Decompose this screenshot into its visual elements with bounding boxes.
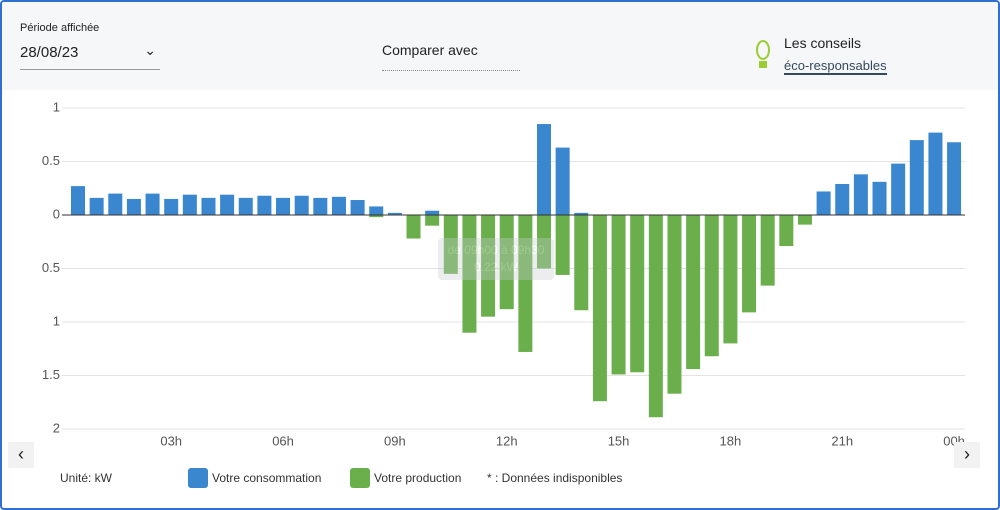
bar [555, 215, 570, 275]
bar [667, 215, 682, 394]
bar [462, 215, 477, 333]
bar [126, 198, 141, 215]
bar [220, 194, 235, 215]
bar [742, 215, 757, 313]
bar [909, 140, 924, 215]
bar [238, 197, 253, 215]
bar [89, 197, 104, 215]
bar [760, 215, 775, 286]
bar [313, 197, 328, 215]
bar [425, 215, 440, 226]
bar [369, 215, 384, 218]
bar [71, 186, 85, 215]
bulb-icon [756, 40, 770, 68]
bar [406, 215, 421, 239]
unit-label: Unité: kW [60, 471, 113, 485]
bar [853, 174, 868, 215]
bar [257, 195, 272, 215]
bar [443, 215, 458, 274]
bar [369, 206, 384, 215]
y-tick-label: 1 [53, 99, 60, 114]
bar [928, 132, 943, 215]
bar [797, 215, 812, 225]
tooltip-line: de 09h00 à 09h30 [448, 243, 545, 257]
tooltip-box [438, 238, 554, 280]
bar [108, 193, 123, 215]
x-tick-label: 09h [384, 433, 406, 448]
x-tick-label: 18h [720, 433, 742, 448]
tooltip: de 09h00 à 09h30 0.22 kW [438, 238, 554, 280]
legend-label: Votre consommation [212, 471, 321, 485]
period-select[interactable]: 28/08/23 ⌄ [20, 42, 160, 70]
bar [481, 215, 496, 317]
x-tick-label: 21h [831, 433, 853, 448]
bar [331, 196, 346, 215]
legend-swatch [350, 468, 370, 488]
tooltip-line: 0.22 kW [474, 260, 519, 274]
bar [518, 215, 533, 352]
bar [648, 215, 663, 418]
y-tick-label: 1 [53, 313, 60, 328]
legend-swatch [188, 468, 208, 488]
period-value: 28/08/23 [20, 44, 79, 61]
x-tick-label: 03h [160, 433, 182, 448]
bar [164, 198, 179, 215]
bar [537, 124, 551, 215]
bar [387, 212, 402, 215]
bar [350, 200, 365, 215]
bar [686, 215, 701, 370]
next-button[interactable]: › [954, 442, 980, 468]
bar [779, 215, 794, 247]
bar [499, 215, 514, 310]
bar [574, 215, 589, 311]
tips-link[interactable]: éco-responsables [784, 58, 887, 75]
y-tick-label: 0 [53, 206, 60, 221]
compare-select[interactable]: Comparer avec [382, 42, 520, 71]
bar [872, 181, 887, 215]
bar [704, 215, 719, 357]
y-tick-label: 0.5 [42, 153, 60, 168]
y-tick-label: 2 [53, 420, 60, 435]
bar [555, 147, 570, 215]
bar [145, 193, 160, 215]
y-tick-label: 0.5 [42, 260, 60, 275]
bar [574, 212, 589, 215]
prev-button[interactable]: ‹ [8, 442, 34, 468]
bar [816, 191, 831, 215]
header: Période affichée 28/08/23 ⌄ Comparer avec… [2, 2, 998, 90]
bar [891, 163, 906, 215]
bar [723, 215, 738, 344]
bar [182, 194, 197, 215]
legend-label: Votre production [374, 471, 461, 485]
y-tick-label: 1.5 [42, 367, 60, 382]
tips-title: Les conseils [784, 35, 862, 51]
bar [201, 197, 216, 215]
bar [592, 215, 607, 402]
bar [537, 215, 551, 269]
bar [947, 142, 962, 215]
x-tick-label: 15h [608, 433, 630, 448]
bar [611, 215, 626, 375]
bar [276, 197, 291, 215]
x-tick-label: 06h [272, 433, 294, 448]
bar [835, 183, 850, 215]
bar [294, 195, 309, 215]
note-label: * : Données indisponibles [487, 471, 622, 485]
bar [425, 210, 440, 215]
x-tick-label: 12h [496, 433, 518, 448]
bar [630, 215, 645, 373]
period-label: Période affichée [20, 22, 100, 34]
